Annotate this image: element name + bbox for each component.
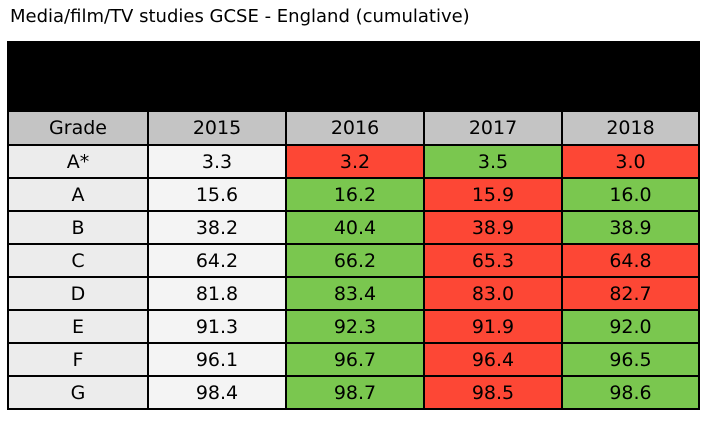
value-cell-2015: 81.8 (147, 276, 287, 311)
value-cell-2015: 98.4 (147, 375, 287, 410)
value-cell-2017: 96.4 (423, 342, 563, 377)
table-row: G 98.4 98.7 98.5 98.6 (7, 375, 700, 410)
table-title: Percentage achieving grade (7, 41, 700, 112)
table-row: F 96.1 96.7 96.4 96.5 (7, 342, 700, 377)
column-header-row: Grade 2015 2016 2017 2018 (7, 110, 700, 146)
column-header-2016: 2016 (285, 110, 425, 146)
value-cell-2017: 65.3 (423, 243, 563, 278)
value-cell-2015: 91.3 (147, 309, 287, 344)
value-cell-2018: 92.0 (561, 309, 700, 344)
value-cell-2015: 3.3 (147, 144, 287, 179)
value-cell-2015: 15.6 (147, 177, 287, 212)
value-cell-2016: 3.2 (285, 144, 425, 179)
column-header-2015: 2015 (147, 110, 287, 146)
grades-table: Percentage achieving grade Grade 2015 20… (7, 41, 700, 410)
value-cell-2018: 16.0 (561, 177, 700, 212)
value-cell-2015: 38.2 (147, 210, 287, 245)
column-header-grade: Grade (7, 110, 149, 146)
value-cell-2018: 38.9 (561, 210, 700, 245)
grade-label-cell: C (7, 243, 149, 278)
column-header-2018: 2018 (561, 110, 700, 146)
value-cell-2018: 3.0 (561, 144, 700, 179)
value-cell-2016: 92.3 (285, 309, 425, 344)
value-cell-2016: 96.7 (285, 342, 425, 377)
table-row: C 64.2 66.2 65.3 64.8 (7, 243, 700, 278)
table-row: B 38.2 40.4 38.9 38.9 (7, 210, 700, 245)
grade-label-cell: A (7, 177, 149, 212)
value-cell-2016: 98.7 (285, 375, 425, 410)
table-row: A 15.6 16.2 15.9 16.0 (7, 177, 700, 212)
value-cell-2016: 83.4 (285, 276, 425, 311)
table-title-row: Percentage achieving grade (7, 41, 700, 112)
value-cell-2015: 96.1 (147, 342, 287, 377)
table-row: E 91.3 92.3 91.9 92.0 (7, 309, 700, 344)
value-cell-2016: 40.4 (285, 210, 425, 245)
grade-label-cell: G (7, 375, 149, 410)
table-row: A* 3.3 3.2 3.5 3.0 (7, 144, 700, 179)
chart-caption: Media/film/TV studies GCSE - England (cu… (10, 6, 470, 27)
table-row: D 81.8 83.4 83.0 82.7 (7, 276, 700, 311)
value-cell-2018: 64.8 (561, 243, 700, 278)
value-cell-2018: 96.5 (561, 342, 700, 377)
value-cell-2017: 15.9 (423, 177, 563, 212)
value-cell-2017: 98.5 (423, 375, 563, 410)
table-body: A* 3.3 3.2 3.5 3.0 A 15.6 16.2 15.9 16.0 B 38.2 40.4… (7, 144, 700, 410)
grade-label-cell: A* (7, 144, 149, 179)
value-cell-2017: 83.0 (423, 276, 563, 311)
grade-label-cell: D (7, 276, 149, 311)
value-cell-2015: 64.2 (147, 243, 287, 278)
value-cell-2016: 66.2 (285, 243, 425, 278)
value-cell-2017: 3.5 (423, 144, 563, 179)
grade-label-cell: E (7, 309, 149, 344)
value-cell-2016: 16.2 (285, 177, 425, 212)
column-header-2017: 2017 (423, 110, 563, 146)
value-cell-2017: 91.9 (423, 309, 563, 344)
value-cell-2017: 38.9 (423, 210, 563, 245)
value-cell-2018: 98.6 (561, 375, 700, 410)
grade-label-cell: B (7, 210, 149, 245)
grade-label-cell: F (7, 342, 149, 377)
value-cell-2018: 82.7 (561, 276, 700, 311)
